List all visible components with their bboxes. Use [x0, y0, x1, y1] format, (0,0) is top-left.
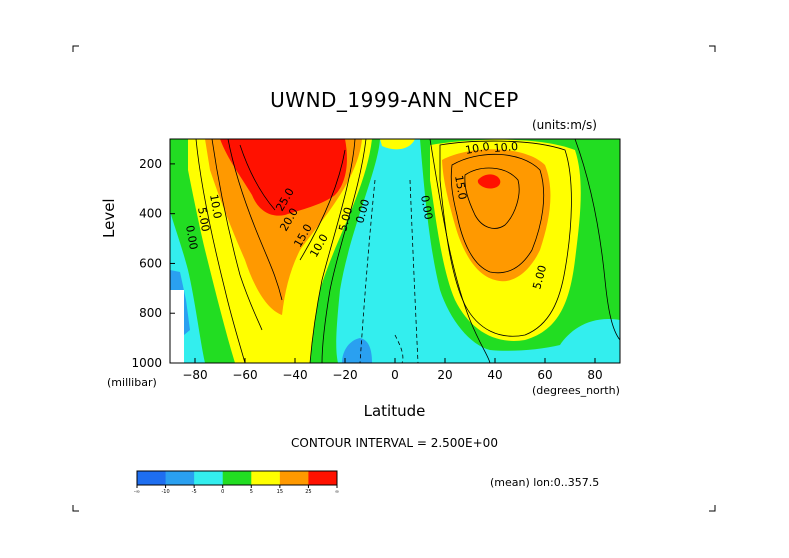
units-label: (units:m/s)	[532, 118, 597, 132]
colorbar-swatch	[308, 471, 338, 485]
x-tick-label: −80	[182, 368, 207, 382]
contour-label: 0.00	[418, 194, 435, 220]
negative-contours	[359, 179, 419, 363]
contour-label: 0.00	[183, 224, 200, 250]
colorbar-tick-label: 15	[277, 489, 283, 495]
x-tick-label: 60	[537, 368, 552, 382]
y-tick-label: 600	[139, 256, 162, 270]
x-tick-label: −60	[232, 368, 257, 382]
contour-label: 10.0	[493, 140, 519, 155]
colorbar-swatch	[251, 471, 281, 485]
colorbar-tick-label: -5	[192, 489, 197, 495]
plot-area: 10.0 5.00 0.00 20.0 25.0 15.0 10.0 5.00 …	[170, 139, 620, 363]
colorbar-tick-label: 0	[221, 489, 224, 495]
band-surface-blue	[342, 338, 372, 363]
chart-title: UWND_1999-ANN_NCEP	[270, 88, 519, 112]
x-tick-label: −40	[282, 368, 307, 382]
colorbar-tick-label: ∞	[335, 489, 339, 495]
colorbar-tick-label: -10	[161, 489, 169, 495]
colorbar-frame	[136, 470, 338, 486]
x-axis-unit: (degrees_north)	[532, 384, 620, 397]
contour-label: 0.00	[353, 198, 372, 225]
band-south-red	[220, 139, 347, 216]
contour-lines	[195, 139, 620, 363]
y-axis-unit: (millibar)	[107, 376, 157, 389]
y-tick-label: 400	[139, 207, 162, 221]
terrain-mask	[170, 290, 184, 363]
y-tick-label: 1000	[131, 356, 162, 370]
x-tick-label: −20	[332, 368, 357, 382]
colorbar-swatch	[194, 471, 224, 485]
x-tick-label: 40	[487, 368, 502, 382]
y-tick-label: 200	[139, 157, 162, 171]
x-tick-label: 0	[391, 368, 399, 382]
x-tick-label: 80	[587, 368, 602, 382]
contour-label: 5.00	[336, 206, 355, 233]
band-north-orange	[442, 149, 551, 282]
longitude-mean-note: (mean) lon:0..357.5	[490, 476, 600, 489]
contour-label: 10.0	[207, 193, 224, 219]
x-axis: −80 −60 −40 −20 0 20 40 60 80	[182, 358, 603, 382]
x-axis-label: Latitude	[363, 402, 426, 420]
colorbar-swatch	[222, 471, 252, 485]
contour-label: 5.00	[530, 264, 549, 291]
colorbar-swatch	[165, 471, 195, 485]
contour-interval-text: CONTOUR INTERVAL = 2.500E+00	[291, 436, 498, 450]
contour-label: 5.00	[195, 206, 212, 232]
contour-label: 15.0	[452, 174, 469, 200]
colorbar-tick-label: 25	[305, 489, 311, 495]
colorbar-swatch	[137, 471, 167, 485]
band-north-red	[477, 174, 501, 189]
x-tick-label: 20	[437, 368, 452, 382]
colorbar-tick-label: 5	[250, 489, 253, 495]
colorbar-tick-label: -∞	[134, 489, 140, 495]
contour-label: 10.0	[464, 140, 490, 157]
y-axis: 200 400 600 800 1000	[131, 157, 175, 370]
y-tick-label: 800	[139, 306, 162, 320]
colorbar-swatch	[279, 471, 309, 485]
band-equatorial-yellow	[380, 139, 415, 150]
